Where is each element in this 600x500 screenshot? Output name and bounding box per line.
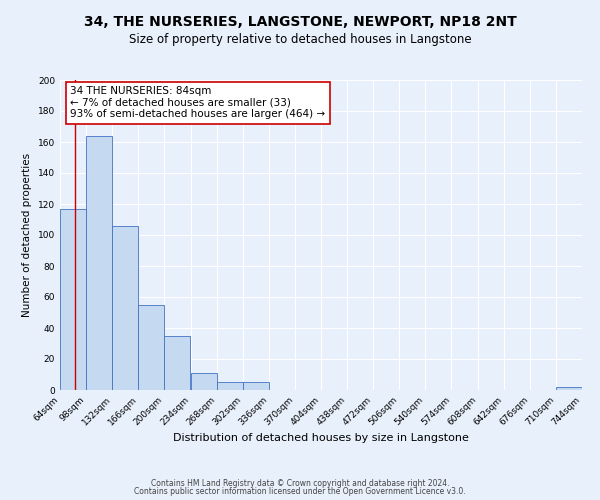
Bar (217, 382, 242, 390)
Text: 34, THE NURSERIES, LANGSTONE, NEWPORT, NP18 2NT: 34, THE NURSERIES, LANGSTONE, NEWPORT, N… (83, 15, 517, 29)
Text: 34 THE NURSERIES: 84sqm
← 7% of detached houses are smaller (33)
93% of semi-det: 34 THE NURSERIES: 84sqm ← 7% of detached… (70, 86, 326, 120)
Text: Size of property relative to detached houses in Langstone: Size of property relative to detached ho… (128, 32, 472, 46)
Text: Contains HM Land Registry data © Crown copyright and database right 2024.: Contains HM Land Registry data © Crown c… (151, 478, 449, 488)
X-axis label: Distribution of detached houses by size in Langstone: Distribution of detached houses by size … (173, 432, 469, 442)
Bar (60, 208, 86, 390)
Bar (139, 304, 164, 390)
Bar (242, 382, 269, 390)
Bar (191, 373, 217, 390)
Bar (164, 336, 190, 390)
Y-axis label: Number of detached properties: Number of detached properties (22, 153, 32, 317)
Text: Contains public sector information licensed under the Open Government Licence v3: Contains public sector information licen… (134, 487, 466, 496)
Bar (86, 136, 112, 390)
Bar (112, 226, 138, 390)
Bar (556, 387, 582, 390)
